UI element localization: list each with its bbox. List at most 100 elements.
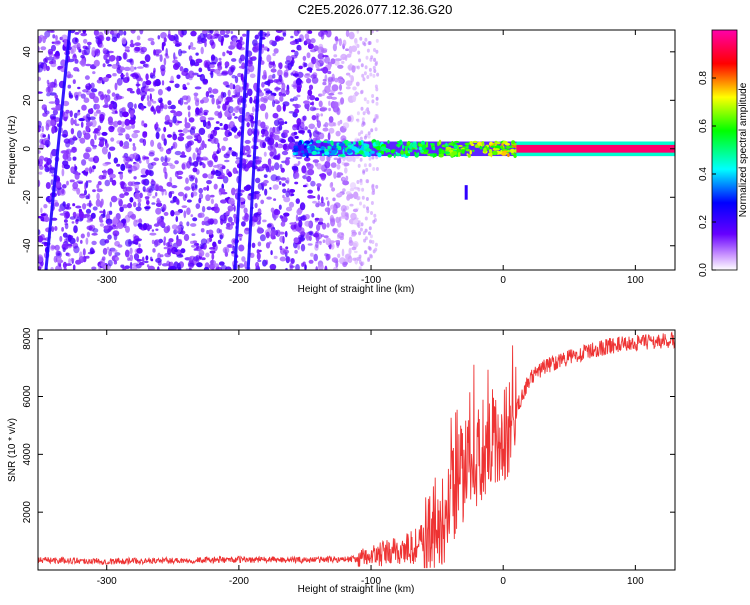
spectrogram-noise-cell (207, 229, 214, 235)
spectrogram-noise-cell (339, 83, 342, 91)
spectrogram-noise-cell (136, 259, 143, 262)
spectrogram-noise-cell (363, 135, 367, 140)
spectrogram-noise-cell (214, 33, 222, 37)
spectrogram-noise-cell (296, 118, 302, 126)
spectrogram-noise-cell (318, 217, 324, 223)
spectrogram-noise-cell (354, 155, 360, 159)
spectrogram-noise-cell (121, 121, 125, 128)
spectrogram-noise-cell (74, 32, 80, 35)
spectrogram-noise-cell (133, 253, 140, 261)
spectrogram-noise-cell (80, 32, 88, 37)
spectrogram-noise-cell (134, 192, 141, 200)
spectrogram-stripe (44, 30, 72, 270)
spectrogram-noise-cell (108, 103, 113, 110)
spectrogram-noise-cell (82, 248, 86, 256)
spectrogram-noise-cell (96, 109, 101, 114)
spectrogram-noise-cell (200, 238, 208, 245)
spectrogram-noise-cell (358, 266, 362, 270)
spectrogram-signal-cell (304, 152, 308, 156)
spectrogram-noise-cell (136, 35, 141, 41)
spectrogram-noise-cell (268, 60, 273, 69)
spectrogram-noise-cell (278, 62, 283, 70)
spectrogram-noise-cell (213, 263, 220, 268)
spectrogram-y-tick-label: -40 (22, 238, 33, 253)
spectrogram-noise-cell (51, 217, 58, 221)
spectrogram-noise-cell (309, 95, 316, 101)
spectrogram-noise-cell (121, 106, 126, 112)
spectrogram-noise-cell (175, 225, 182, 234)
spectrogram-noise-cell (168, 238, 174, 243)
spectrogram-noise-cell (372, 167, 376, 171)
spectrogram-noise-cell (190, 240, 195, 244)
spectrogram-signal-cell (507, 153, 510, 158)
spectrogram-noise-cell (365, 179, 369, 184)
spectrogram-noise-cell (364, 65, 368, 70)
spectrogram-noise-cell (334, 36, 339, 42)
spectrogram-noise-cell (76, 111, 81, 116)
spectrogram-noise-cell (294, 181, 299, 185)
spectrogram-signal-cell (421, 144, 427, 150)
spectrogram-noise-cell (120, 163, 126, 171)
spectrogram-noise-cell (210, 194, 215, 198)
spectrogram-noise-cell (139, 60, 146, 65)
spectrogram-noise-cell (178, 133, 185, 137)
spectrogram-noise-cell (108, 210, 113, 215)
spectrogram-noise-cell (188, 140, 195, 146)
spectrogram-noise-cell (195, 147, 199, 153)
spectrogram-noise-cell (107, 151, 112, 160)
spectrogram-noise-cell (234, 116, 238, 119)
spectrogram-signal-cell (437, 141, 440, 147)
spectrogram-noise-cell (73, 225, 78, 234)
spectrogram-noise-cell (265, 90, 273, 94)
spectrogram-noise-cell (150, 139, 155, 147)
spectrogram-noise-cell (367, 245, 371, 250)
spectrogram-noise-cell (80, 93, 86, 99)
colorbar-tick-label: 0.4 (698, 167, 709, 181)
spectrogram-signal-cell (505, 145, 512, 149)
spectrogram-noise-cell (69, 216, 76, 220)
spectrogram-noise-cell (364, 250, 367, 255)
spectrogram-signal-cell (461, 149, 465, 154)
spectrogram-noise-cell (264, 81, 271, 85)
spectrogram-noise-cell (172, 59, 179, 64)
spectrogram-noise-cell (61, 34, 68, 41)
spectrogram-noise-cell (131, 123, 136, 129)
spectrogram-noise-cell (246, 154, 252, 158)
spectrogram-noise-cell (92, 146, 97, 150)
spectrogram-noise-cell (318, 100, 323, 108)
spectrogram-noise-cell (274, 162, 280, 171)
spectrogram-noise-cell (77, 91, 82, 97)
spectrogram-noise-cell (86, 231, 90, 238)
spectrogram-signal-cell (444, 151, 450, 154)
spectrogram-noise-cell (360, 90, 363, 95)
spectrogram-noise-cell (324, 207, 331, 213)
spectrogram-noise-cell (327, 70, 332, 75)
spectrogram-noise-cell (123, 66, 131, 72)
spectrogram-noise-cell (133, 201, 137, 208)
spectrogram-signal-cell (393, 154, 396, 158)
spectrogram-noise-cell (334, 60, 340, 66)
spectrogram-noise-cell (227, 244, 235, 249)
spectrogram-noise-cell (296, 71, 304, 78)
spectrogram-noise-cell (220, 265, 228, 270)
spectrogram-noise-cell (354, 38, 358, 44)
spectrogram-noise-cell (61, 227, 64, 232)
spectrogram-noise-cell (307, 243, 313, 246)
spectrogram-signal-cell (387, 149, 391, 153)
spectrogram-noise-cell (174, 160, 179, 165)
spectrogram-noise-cell (305, 73, 311, 76)
spectrogram-signal-cell (453, 145, 458, 150)
spectrogram-noise-cell (207, 173, 214, 180)
spectrogram-noise-cell (118, 198, 123, 207)
spectrogram-noise-cell (285, 246, 289, 250)
spectrogram-noise-cell (337, 64, 344, 69)
snr-series-line (38, 331, 675, 569)
spectrogram-noise-cell (362, 231, 366, 236)
spectrogram-noise-cell (306, 108, 310, 112)
spectrogram-noise-cell (84, 189, 87, 196)
spectrogram-noise-cell (215, 121, 220, 124)
spectrogram-noise-cell (342, 39, 347, 47)
spectrogram-noise-cell (234, 134, 239, 139)
spectrogram-noise-cell (97, 125, 102, 131)
